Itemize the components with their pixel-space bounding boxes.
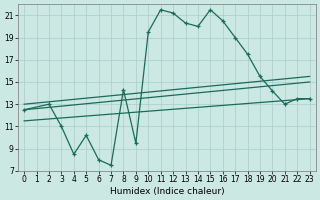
X-axis label: Humidex (Indice chaleur): Humidex (Indice chaleur) [109, 187, 224, 196]
